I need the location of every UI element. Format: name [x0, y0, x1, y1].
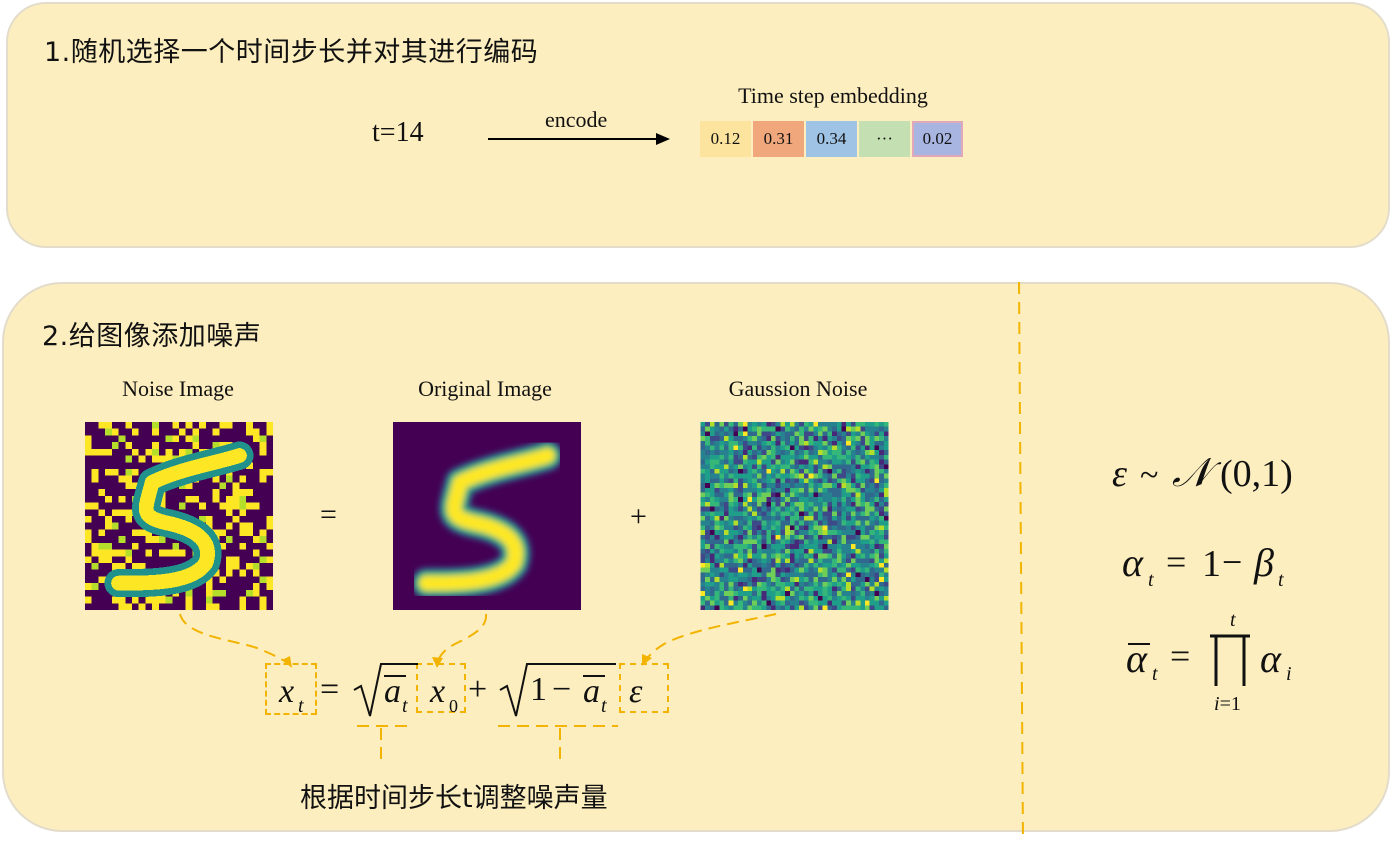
svg-text:t: t [1278, 569, 1284, 591]
embedding-vector: 0.12 0.31 0.34 ··· 0.02 [700, 121, 966, 157]
panel-divider [1018, 282, 1024, 842]
svg-text:−: − [1222, 542, 1242, 582]
svg-text:a: a [384, 673, 401, 710]
svg-text:𝒩: 𝒩 [1172, 450, 1222, 495]
svg-text:=: = [1166, 542, 1186, 582]
svg-text:i=1: i=1 [1214, 693, 1241, 715]
svg-text:ε: ε [629, 673, 643, 710]
svg-text:x: x [429, 673, 445, 710]
svg-text:+: + [468, 671, 487, 708]
encode-arrow [488, 133, 670, 145]
svg-text:1: 1 [530, 671, 547, 708]
embedding-cell: 0.34 [806, 121, 857, 157]
plus-sign: + [630, 500, 647, 533]
embedding-title: Time step embedding [738, 83, 928, 108]
gaussian-noise-label: Gaussion Noise [728, 376, 868, 401]
svg-text:=: = [320, 671, 339, 708]
original-image [393, 422, 581, 610]
timestep-value: t=14 [372, 117, 424, 148]
svg-text:α: α [1260, 636, 1282, 681]
noise-image [85, 422, 273, 610]
svg-text:1: 1 [1202, 543, 1221, 585]
svg-text:α: α [1126, 636, 1148, 681]
embedding-cell: ··· [859, 121, 910, 157]
svg-text:x: x [278, 673, 294, 710]
noise-schedule-formulas: ε ~ 𝒩 (0,1) α t = 1 − β t t α t = α i i=… [1112, 450, 1293, 715]
embedding-cell: 0.02 [912, 121, 963, 157]
svg-text:ε: ε [1112, 453, 1127, 495]
encode-label: encode [545, 107, 608, 132]
embedding-cell: 0.12 [700, 121, 751, 157]
svg-text:=: = [1170, 636, 1190, 676]
svg-text:β: β [1253, 540, 1274, 585]
timestep-panel [6, 2, 1390, 248]
svg-text:α: α [1122, 540, 1144, 585]
svg-text:t: t [1230, 609, 1236, 631]
svg-text:t: t [1148, 569, 1154, 591]
noise-equation: x t = a t x 0 + 1 − a t ε [278, 663, 643, 717]
svg-text:a: a [583, 673, 600, 710]
section2-heading: 2.给图像添加噪声 [42, 321, 262, 352]
original-image-label: Original Image [418, 376, 552, 401]
svg-text:t: t [402, 695, 408, 717]
svg-text:t: t [601, 695, 607, 717]
svg-text:t: t [1152, 663, 1158, 685]
x0-highlight-box [416, 663, 466, 713]
svg-text:(0,1): (0,1) [1220, 453, 1293, 495]
embedding-cell: 0.31 [753, 121, 804, 157]
noise-scale-caption: 根据时间步长t调整噪声量 [300, 783, 608, 814]
xt-highlight-box [265, 663, 317, 715]
connector-arrows [179, 613, 777, 766]
svg-text:~: ~ [1140, 457, 1158, 494]
gaussian-noise-image [700, 422, 889, 610]
svg-text:t: t [298, 695, 304, 717]
section1-heading: 1.随机选择一个时间步长并对其进行编码 [44, 37, 539, 68]
noise-image-label: Noise Image [122, 376, 234, 401]
epsilon-highlight-box [619, 663, 669, 713]
equals-sign: = [320, 498, 337, 531]
svg-text:i: i [1286, 663, 1292, 685]
svg-text:−: − [552, 671, 571, 708]
svg-text:0: 0 [449, 696, 458, 716]
